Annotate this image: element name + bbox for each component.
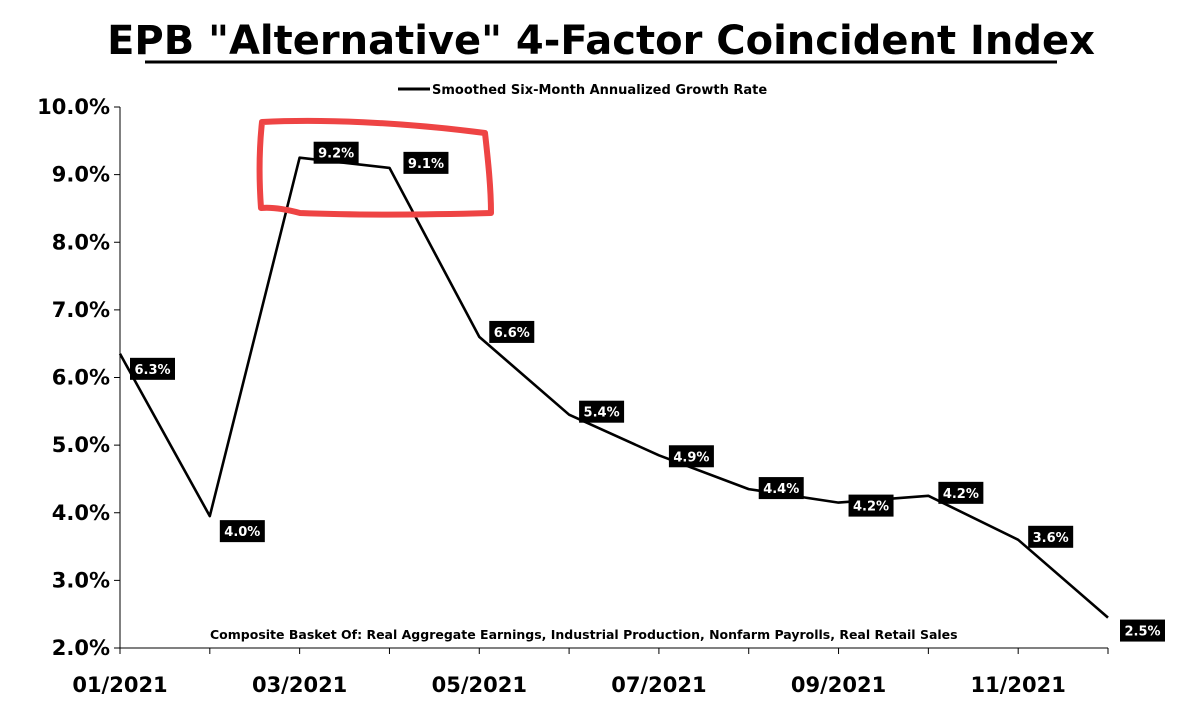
data-label-box [579,400,625,423]
x-tick-label: 03/2021 [252,673,347,697]
data-label: 4.0% [219,520,265,543]
data-label: 2.5% [1120,619,1165,642]
y-tick-label: 6.0% [52,366,110,390]
chart-title: EPB "Alternative" 4-Factor Coincident In… [107,18,1095,64]
data-label: 5.4% [579,400,625,423]
y-tick-label: 9.0% [52,163,110,187]
x-tick-label: 09/2021 [791,673,886,697]
data-label-text: 3.6% [1033,531,1069,546]
data-label: 4.4% [758,477,804,500]
y-tick-label: 3.0% [52,568,110,592]
data-label-text: 6.6% [494,326,530,341]
data-label-box [313,141,359,164]
data-label-box [758,477,804,500]
y-ticks: 10.0% 9.0% 8.0% 7.0% 6.0% 5.0% 4.0% 3.0% 2.0% [37,95,120,660]
data-label-box [130,357,175,380]
data-label-text: 9.2% [318,147,354,162]
data-label-text: 4.2% [853,500,889,515]
data-labels: 6.3% 4.0% 9.2% 9.1% 6.6% 5.4% 4.9% 4.4% 4.2% 4.2%… [130,141,1165,642]
data-label-box [403,151,449,174]
data-label: 4.2% [938,481,984,504]
data-label-text: 4.9% [673,450,709,465]
y-tick-label: 10.0% [37,95,110,119]
data-label-box [489,320,535,343]
data-label-text: 5.4% [584,406,620,421]
chart-annotation: Composite Basket Of: Real Aggregate Earn… [210,627,958,642]
data-label-box [668,445,714,468]
legend-label: Smoothed Six-Month Annualized Growth Rat… [432,83,767,98]
data-label: 4.9% [668,445,714,468]
x-tick-label: 11/2021 [971,673,1066,697]
data-label-box [1120,619,1165,642]
data-label: 9.2% [313,141,359,164]
data-label-text: 9.1% [408,157,444,172]
data-label-text: 4.0% [224,525,260,540]
y-tick-label: 5.0% [52,433,110,457]
data-label-box [219,520,265,543]
y-tick-label: 4.0% [52,501,110,525]
data-label: 6.6% [489,320,535,343]
y-tick-label: 7.0% [52,298,110,322]
data-label-text: 4.2% [943,487,979,502]
data-label-box [1028,525,1074,548]
data-label: 4.2% [848,494,894,517]
data-label-text: 2.5% [1124,625,1160,640]
x-ticks: 01/2021 03/2021 05/2021 07/2021 09/2021 11/20… [72,648,1109,697]
series-line [118,156,1109,619]
y-tick-label: 8.0% [52,230,110,254]
highlight-rectangle [256,117,494,218]
data-label: 9.1% [403,151,449,174]
x-tick-label: 01/2021 [72,673,167,697]
x-tick-label: 05/2021 [432,673,527,697]
data-label-box [848,494,894,517]
data-label-text: 4.4% [763,482,799,497]
x-tick-label: 07/2021 [611,673,706,697]
data-label: 6.3% [130,357,175,380]
data-label: 3.6% [1028,525,1074,548]
data-label-box [938,481,984,504]
data-label-text: 6.3% [134,363,170,378]
y-tick-label: 2.0% [52,636,110,660]
